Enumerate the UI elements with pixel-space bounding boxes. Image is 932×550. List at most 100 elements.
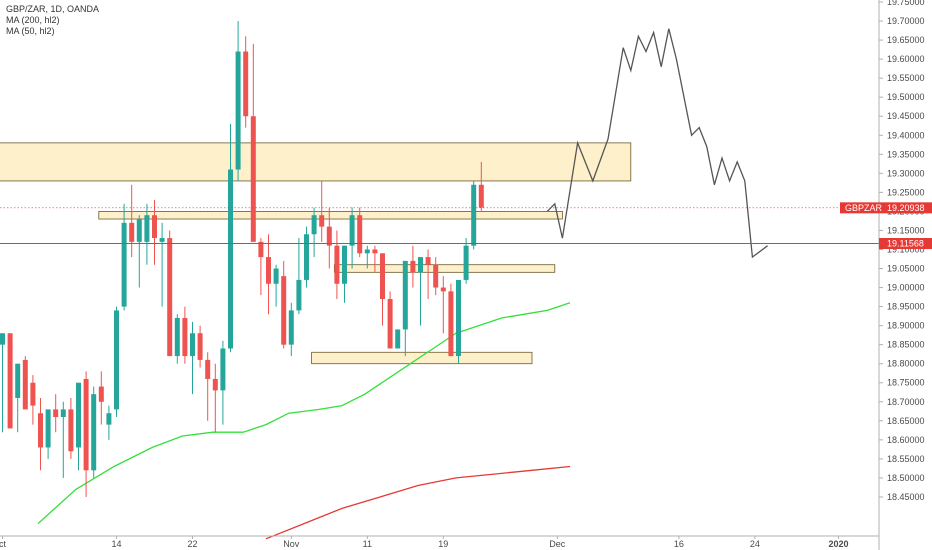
candle-body [182, 318, 188, 357]
chart-legend: GBP/ZAR, 1D, OANDA MA (200, hl2) MA (50,… [6, 4, 99, 37]
candle-11 [83, 371, 89, 497]
candle-body [45, 409, 51, 448]
candle-38 [288, 302, 294, 357]
candle-42 [319, 180, 325, 242]
y-tick-label: 19.00000 [887, 283, 925, 293]
candle-1 [7, 333, 13, 429]
candle-34 [258, 238, 264, 296]
candle-body [342, 245, 347, 284]
candle-body [250, 116, 256, 242]
candle-32 [243, 36, 249, 128]
y-tick-label: 18.65000 [887, 416, 925, 426]
ma-50-legend: MA (50, hl2) [6, 26, 55, 36]
candle-body [478, 184, 484, 208]
candle-44 [334, 230, 340, 299]
zone-3 [311, 351, 533, 365]
candle-19 [144, 203, 150, 265]
candle-body [266, 257, 271, 284]
x-tick-label: 22 [187, 539, 197, 549]
x-tick-label: Nov [283, 539, 300, 549]
candle-53 [402, 260, 408, 357]
candle-43 [326, 207, 332, 269]
candle-body [136, 219, 142, 242]
candle-6 [45, 409, 51, 459]
candle-body [159, 238, 165, 242]
candle-body [106, 413, 112, 425]
candle-body [296, 279, 302, 311]
x-tick-label: 11 [363, 539, 372, 549]
y-tick-label: 19.25000 [887, 187, 925, 197]
price-tag-gbpzar-value: 19.20938 [887, 203, 925, 213]
candle-18 [136, 215, 142, 288]
y-tick-label: 19.65000 [887, 35, 925, 45]
ma-200-line [265, 465, 571, 540]
candle-body [30, 382, 36, 406]
candle-body [402, 260, 408, 330]
candle-25 [190, 321, 195, 395]
candle-body [425, 257, 431, 265]
candle-body [7, 333, 13, 429]
candle-body [76, 382, 81, 448]
y-tick-label: 19.45000 [887, 111, 925, 121]
candle-41 [311, 207, 317, 258]
y-tick-label: 18.50000 [887, 473, 925, 483]
candle-body [364, 249, 370, 254]
y-tick-label: 18.95000 [887, 302, 925, 312]
candle-39 [296, 238, 302, 315]
candle-body [129, 222, 135, 242]
candle-22 [167, 230, 173, 357]
candle-12 [91, 386, 97, 478]
candle-body [448, 291, 454, 357]
candle-16 [121, 203, 127, 311]
x-tick-label: 16 [674, 539, 684, 549]
candle-28 [212, 363, 218, 433]
y-tick-label: 19.70000 [887, 16, 925, 26]
candle-48 [364, 245, 370, 269]
candle-4 [30, 375, 36, 425]
candle-body [15, 363, 21, 398]
candle-body [334, 245, 340, 284]
candle-33 [250, 43, 256, 242]
candle-20 [152, 199, 157, 265]
y-tick-label: 19.15000 [887, 225, 925, 235]
candle-body [357, 215, 363, 254]
candle-13 [98, 371, 104, 425]
candle-3 [22, 356, 28, 410]
candle-27 [205, 352, 211, 421]
candle-29 [220, 340, 226, 425]
candle-body [167, 238, 173, 357]
candle-49 [372, 245, 378, 273]
y-tick-label: 18.70000 [887, 397, 925, 407]
candle-body [152, 215, 157, 239]
candle-24 [182, 306, 188, 364]
candle-body [433, 264, 439, 288]
candle-5 [38, 397, 43, 471]
candle-body [380, 253, 385, 299]
candle-body [395, 329, 401, 349]
candle-body [418, 257, 423, 273]
candle-body [144, 215, 150, 242]
candle-55 [418, 257, 423, 326]
candle-51 [387, 291, 393, 349]
candle-body [212, 378, 218, 391]
candle-body [235, 51, 241, 170]
candle-body [53, 409, 59, 418]
y-tick-label: 19.05000 [887, 264, 925, 274]
y-tick-label: 19.10000 [887, 244, 925, 254]
y-tick-label: 19.50000 [887, 92, 925, 102]
candle-body [228, 169, 233, 349]
candle-36 [273, 264, 279, 307]
candle-body [91, 394, 97, 471]
candle-body [121, 222, 127, 307]
x-tick-label: ct [0, 539, 6, 549]
candle-21 [159, 222, 165, 307]
y-tick-label: 19.30000 [887, 168, 925, 178]
candle-body [304, 234, 309, 280]
candle-40 [304, 226, 309, 288]
candle-body [114, 310, 119, 410]
candle-body [205, 359, 211, 379]
candle-body [83, 378, 89, 471]
y-tick-label: 19.75000 [887, 0, 925, 7]
